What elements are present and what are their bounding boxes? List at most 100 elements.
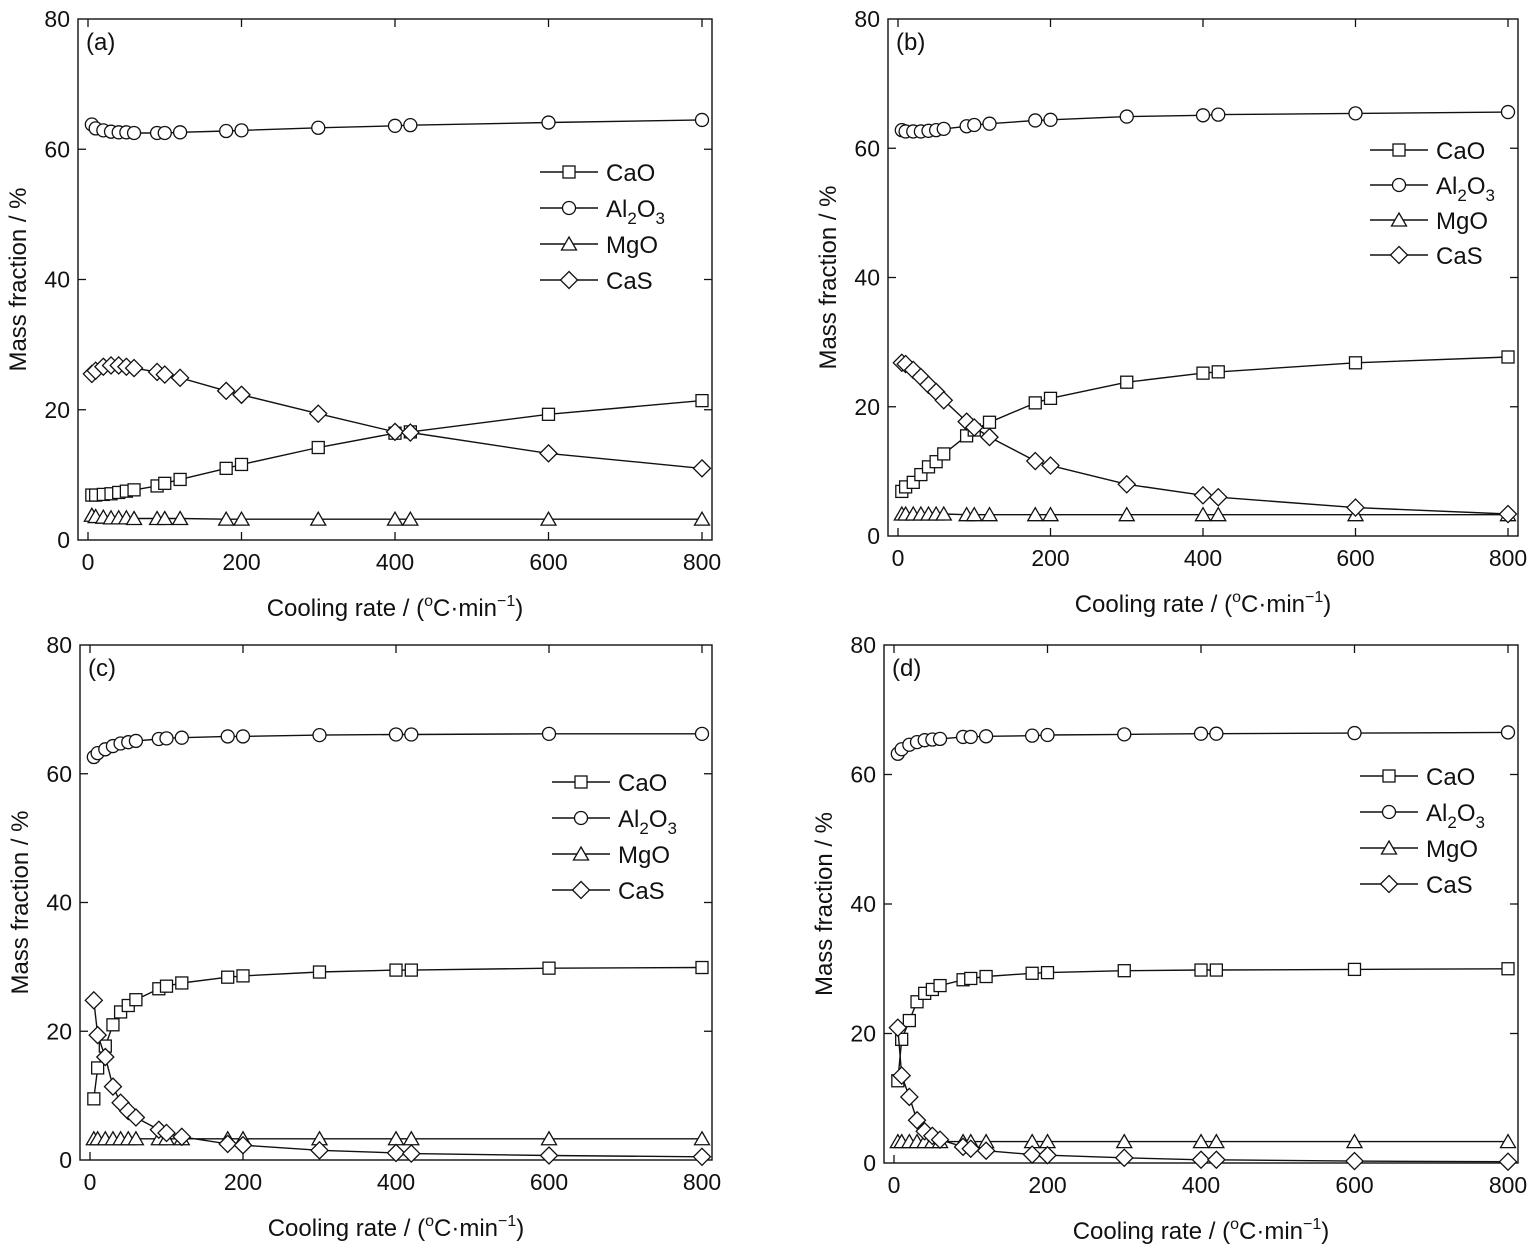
y-tick-label: 0	[57, 527, 70, 553]
x-tick-label: 200	[222, 549, 260, 575]
data-point-al2o3	[694, 112, 710, 128]
legend-marker-mgo	[560, 235, 578, 251]
data-point-mgo	[217, 510, 235, 526]
data-point-cas	[401, 1144, 421, 1163]
data-point-cas	[103, 1077, 123, 1097]
data-point-cao	[1043, 391, 1058, 405]
series-mgo	[83, 506, 711, 526]
data-point-al2o3	[174, 730, 189, 745]
legend-item-cao: CaO	[540, 160, 655, 187]
data-point-al2o3	[218, 123, 234, 139]
data-point-al2o3	[1209, 726, 1224, 741]
data-point-cas	[1346, 498, 1365, 517]
data-point-cas	[899, 1087, 919, 1107]
x-axis-label: Cooling rate / (oC·min−1)	[1073, 1216, 1330, 1245]
legend: CaO Al2O3 MgO CaS	[540, 160, 665, 295]
series-cas	[892, 353, 1518, 524]
data-point-al2o3	[388, 727, 404, 742]
data-point-cao	[1194, 963, 1208, 977]
data-point-cao	[964, 971, 978, 986]
legend-label-cao: CaO	[618, 770, 667, 797]
x-axis-label: Cooling rate / (oC·min−1)	[267, 593, 524, 622]
data-point-al2o3	[978, 729, 994, 744]
x-tick-label: 800	[683, 1169, 721, 1195]
legend-marker-cao	[1382, 769, 1396, 783]
data-point-mgo	[693, 1130, 711, 1146]
legend-label-cas: CaS	[1426, 872, 1473, 899]
panel-label: (d)	[892, 655, 921, 682]
x-tick-label: 600	[1336, 545, 1374, 571]
legend-item-cas: CaS	[540, 268, 653, 295]
data-point-cao	[1347, 962, 1362, 977]
data-point-cao	[1040, 965, 1055, 980]
plot-frame	[887, 18, 1519, 537]
data-point-cao	[312, 965, 327, 979]
data-point-cao	[404, 963, 418, 977]
data-point-mgo	[1115, 1133, 1133, 1149]
legend-item-cao: CaO	[1370, 138, 1485, 165]
data-point-cas	[907, 1110, 927, 1130]
data-point-cas	[888, 1018, 908, 1038]
legend-item-al2o3: Al2O3	[1360, 800, 1485, 832]
series-cao	[891, 962, 1515, 1088]
data-point-al2o3	[220, 729, 235, 744]
data-point-al2o3	[1117, 727, 1132, 742]
data-point-cao	[311, 440, 325, 455]
data-point-cas	[976, 1141, 996, 1161]
x-tick-label: 600	[530, 1169, 568, 1195]
series-line-cao	[897, 968, 1509, 1081]
legend-marker-al2o3	[573, 810, 589, 826]
data-point-cas	[157, 1123, 176, 1143]
y-tick-label: 80	[46, 632, 72, 658]
data-point-cas	[1498, 504, 1518, 524]
data-point-cas	[1117, 474, 1137, 494]
y-tick-label: 20	[850, 1021, 876, 1047]
y-tick-label: 80	[44, 6, 70, 32]
y-tick-label: 80	[854, 6, 880, 32]
legend-item-al2o3: Al2O3	[1370, 173, 1495, 205]
series-al2o3	[890, 725, 1516, 761]
x-tick-label: 600	[1335, 1172, 1373, 1198]
legend-item-mgo: MgO	[540, 232, 658, 259]
data-point-cao	[173, 472, 187, 487]
data-point-cas	[1206, 1150, 1226, 1170]
legend-marker-mgo	[572, 845, 590, 861]
y-tick-label: 0	[867, 523, 880, 549]
legend-marker-cas	[1389, 245, 1409, 265]
data-point-al2o3	[1119, 109, 1134, 124]
data-point-mgo	[1207, 1133, 1225, 1149]
data-point-cao	[1120, 375, 1134, 389]
data-point-cas	[170, 368, 190, 388]
data-point-mgo	[935, 505, 953, 521]
legend-label-mgo: MgO	[1436, 208, 1488, 235]
x-tick-label: 400	[376, 549, 414, 575]
data-point-al2o3	[128, 733, 144, 749]
y-tick-label: 60	[850, 762, 876, 788]
legend-item-cao: CaO	[552, 770, 667, 797]
data-point-cao	[1501, 350, 1515, 364]
legend-label-al2o3: Al2O3	[1426, 800, 1485, 832]
plot-frame	[883, 644, 1519, 1164]
x-tick-label: 0	[84, 1169, 97, 1195]
legend-label-mgo: MgO	[1426, 836, 1478, 863]
legend-item-al2o3: Al2O3	[540, 196, 665, 228]
legend-label-cas: CaS	[618, 878, 665, 905]
data-point-al2o3	[982, 116, 997, 131]
data-point-al2o3	[387, 118, 403, 133]
y-tick-label: 20	[854, 394, 880, 420]
data-point-mgo	[1194, 506, 1212, 522]
legend-marker-cas	[559, 270, 579, 290]
legend-marker-mgo	[1390, 211, 1408, 227]
data-point-cas	[386, 1143, 406, 1163]
data-point-cao	[695, 960, 709, 975]
legend-item-cas: CaS	[552, 878, 665, 905]
data-point-cas	[930, 1130, 950, 1150]
data-point-al2o3	[403, 118, 418, 133]
y-tick-label: 60	[854, 135, 880, 161]
data-point-cas	[155, 365, 175, 385]
y-tick-label: 0	[59, 1147, 72, 1173]
y-tick-label: 60	[46, 761, 72, 787]
data-point-cas	[126, 1108, 146, 1127]
data-point-cas	[539, 443, 558, 463]
